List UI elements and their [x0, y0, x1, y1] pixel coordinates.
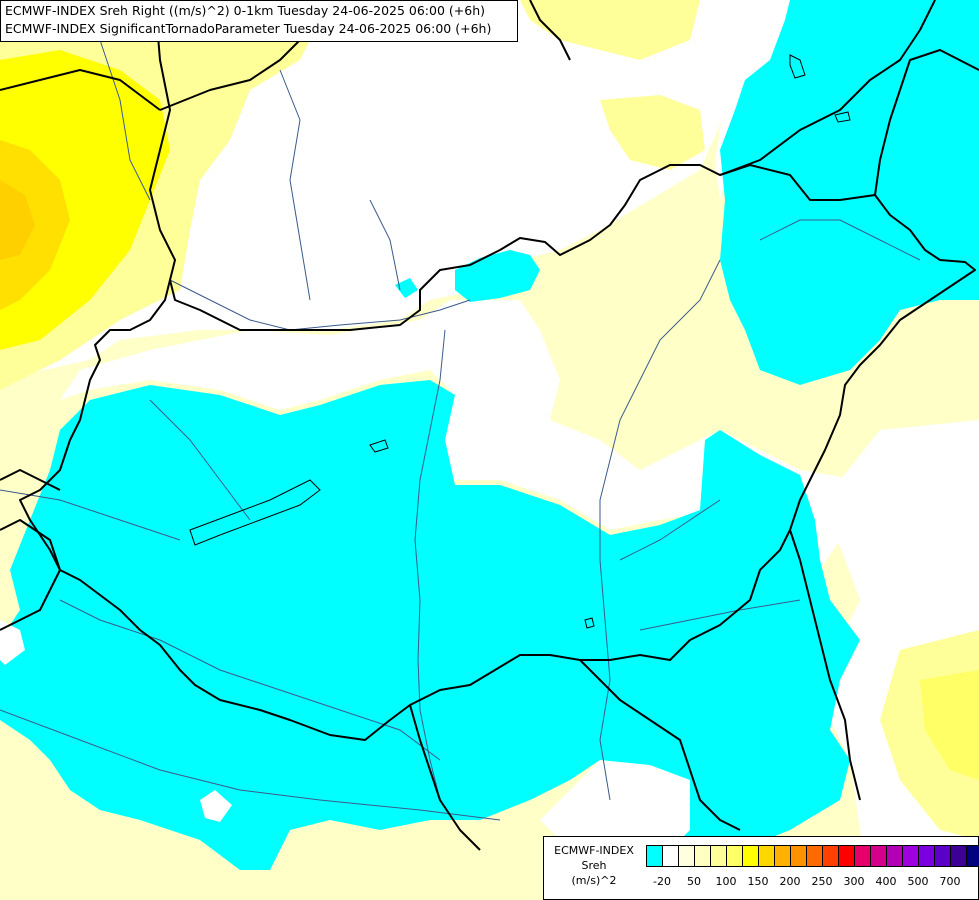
river-sava — [0, 709, 501, 821]
title-line-sreh: ECMWF-INDEX Sreh Right ((m/s)^2) 0-1km T… — [5, 3, 485, 18]
border-slovakia-east — [719, 0, 936, 176]
lake-serbia — [584, 617, 595, 629]
color-legend: ECMWF-INDEX Sreh (m/s)^2 -20 50 100 150 200 2… — [543, 836, 979, 900]
legend-swatch — [951, 846, 967, 866]
sreh-cyan-dot — [395, 278, 418, 298]
river-danube-north — [169, 279, 471, 331]
legend-tick-label: 700 — [939, 875, 961, 888]
legend-color-scale — [646, 845, 979, 867]
legend-tick-label: -20 — [653, 875, 671, 888]
legend-swatch — [871, 846, 887, 866]
lake-balaton — [189, 479, 321, 546]
sreh-cyan-northeast — [720, 0, 979, 385]
river-morava — [99, 39, 151, 201]
border-romania — [789, 529, 861, 801]
lake-ukraine-2 — [834, 111, 851, 123]
river-drava — [59, 599, 441, 761]
river-tisza — [599, 259, 721, 801]
legend-swatch — [759, 846, 775, 866]
river-koros — [619, 499, 721, 561]
legend-swatch — [823, 846, 839, 866]
border-ukraine — [874, 49, 979, 196]
legend-swatch — [727, 846, 743, 866]
borders-layer — [0, 0, 979, 851]
river-raba — [149, 399, 251, 521]
sreh-pale-yellow-center — [600, 95, 705, 170]
lake-ukraine-1 — [789, 54, 806, 79]
sreh-white-hole-southwest — [0, 620, 25, 665]
border-serbia-croatia — [409, 704, 481, 851]
sreh-white-hole-south — [200, 790, 232, 822]
legend-swatch — [903, 846, 919, 866]
border-serbia — [579, 659, 741, 831]
legend-tick-label: 250 — [811, 875, 833, 888]
river-danube-south — [414, 329, 446, 801]
legend-swatch — [887, 846, 903, 866]
legend-tick-label: 500 — [907, 875, 929, 888]
river-vah — [279, 69, 311, 301]
legend-tick-label: 300 — [843, 875, 865, 888]
legend-tick-label: 200 — [779, 875, 801, 888]
legend-tick-label: 100 — [715, 875, 737, 888]
legend-tick-label: 400 — [875, 875, 897, 888]
legend-caption: ECMWF-INDEX Sreh (m/s)^2 — [544, 843, 644, 888]
legend-swatch — [919, 846, 935, 866]
sreh-yellow-east — [920, 670, 979, 780]
border-slovakia-north — [149, 0, 176, 281]
map-title-box: ECMWF-INDEX Sreh Right ((m/s)^2) 0-1km T… — [0, 0, 518, 42]
legend-swatch — [743, 846, 759, 866]
legend-swatch — [967, 846, 979, 866]
legend-tick-label: 150 — [747, 875, 769, 888]
lake-small-north — [369, 439, 389, 453]
legend-swatch — [807, 846, 823, 866]
legend-source: ECMWF-INDEX — [554, 844, 634, 857]
border-hungary — [19, 164, 976, 741]
legend-swatch — [647, 846, 663, 866]
sreh-orange-west — [0, 180, 35, 260]
legend-swatch — [791, 846, 807, 866]
sreh-pale-yellow-top — [520, 0, 700, 60]
lakes-layer — [189, 54, 851, 629]
rivers-layer — [0, 39, 921, 821]
border-croatia — [0, 519, 61, 631]
border-top-center — [529, 0, 571, 61]
legend-swatch — [839, 846, 855, 866]
river-slovakia-east — [759, 219, 921, 261]
legend-swatch — [855, 846, 871, 866]
legend-unit: (m/s)^2 — [571, 874, 617, 887]
sreh-cyan-main — [0, 380, 860, 870]
legend-swatch — [775, 846, 791, 866]
sreh-cyan-blob-north — [455, 250, 540, 302]
legend-field: Sreh — [581, 859, 607, 872]
legend-swatch — [695, 846, 711, 866]
legend-swatch — [711, 846, 727, 866]
legend-swatch — [663, 846, 679, 866]
title-line-stp: ECMWF-INDEX SignificantTornadoParameter … — [5, 21, 492, 36]
legend-tick-label: 50 — [687, 875, 701, 888]
river-hron — [369, 199, 401, 291]
border-austria — [0, 469, 61, 491]
river-maros — [639, 599, 801, 631]
legend-swatch — [679, 846, 695, 866]
legend-tick-labels: -20 50 100 150 200 250 300 400 500 700 — [646, 875, 976, 891]
legend-swatch — [935, 846, 951, 866]
border-top-left — [0, 69, 161, 111]
sreh-white-patch-southcenter — [540, 760, 690, 860]
